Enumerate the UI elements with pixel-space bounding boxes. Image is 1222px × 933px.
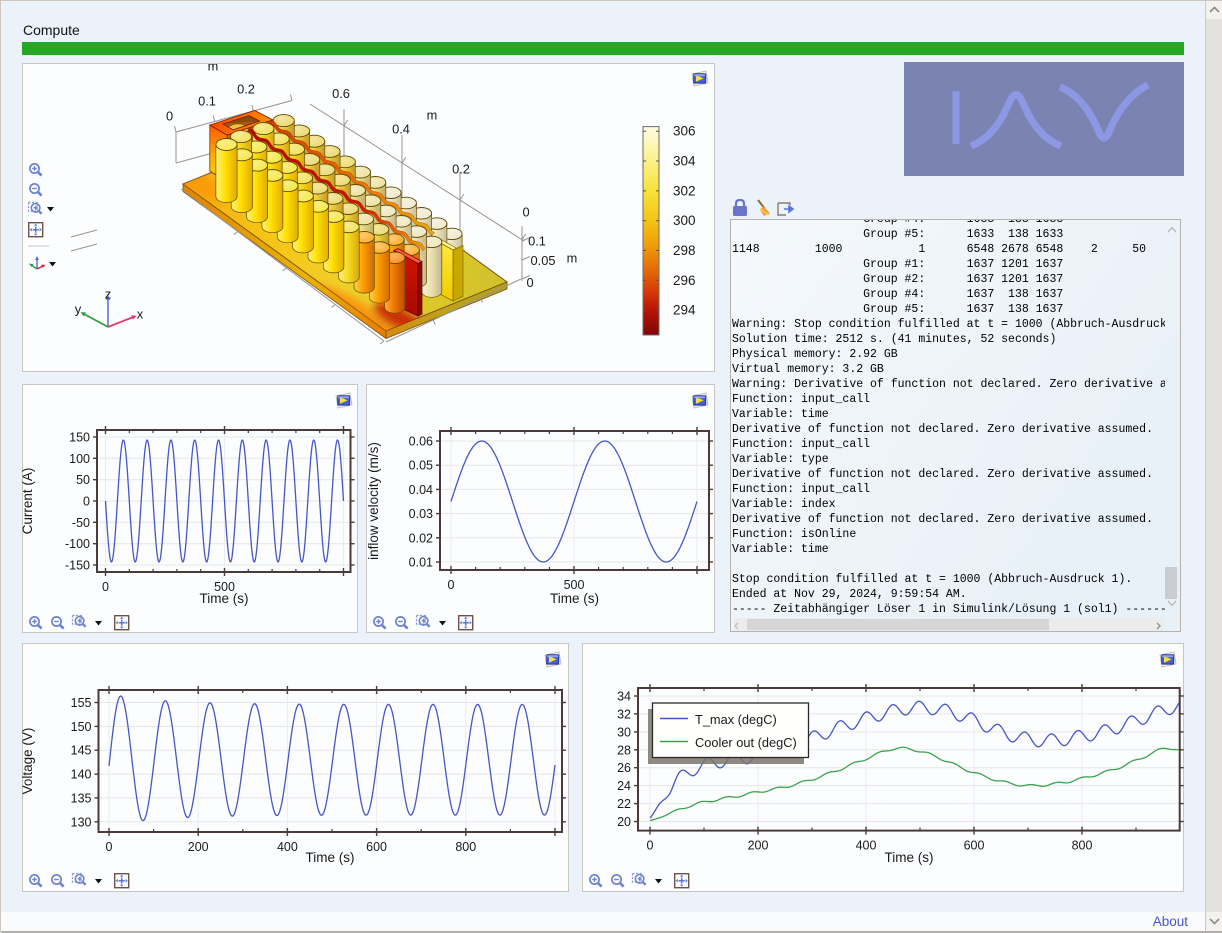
svg-text:0.06: 0.06 — [409, 435, 433, 449]
svg-text:m: m — [208, 64, 219, 74]
svg-text:x: x — [137, 307, 144, 322]
svg-text:0: 0 — [166, 109, 173, 124]
svg-text:Current (A): Current (A) — [22, 468, 35, 535]
svg-text:100: 100 — [69, 452, 90, 466]
svg-text:300: 300 — [673, 213, 696, 228]
svg-text:50: 50 — [76, 473, 90, 487]
svg-text:z: z — [105, 287, 112, 302]
svg-text:140: 140 — [71, 768, 92, 782]
svg-text:155: 155 — [71, 696, 92, 710]
svg-text:500: 500 — [214, 580, 235, 594]
svg-text:298: 298 — [673, 243, 696, 258]
svg-text:22: 22 — [617, 797, 631, 811]
svg-text:130: 130 — [71, 815, 92, 829]
svg-text:0.05: 0.05 — [531, 253, 556, 268]
svg-text:0: 0 — [106, 840, 113, 854]
svg-text:0.1: 0.1 — [198, 94, 216, 109]
svg-text:m: m — [567, 251, 578, 266]
svg-text:-150: -150 — [65, 559, 90, 573]
svg-text:150: 150 — [69, 431, 90, 445]
svg-text:0.03: 0.03 — [409, 507, 433, 521]
svg-text:0: 0 — [83, 495, 90, 509]
svg-text:145: 145 — [71, 744, 92, 758]
svg-text:306: 306 — [673, 124, 696, 139]
svg-text:Time (s): Time (s) — [200, 591, 249, 606]
svg-text:0.6: 0.6 — [332, 86, 350, 101]
svg-text:0.2: 0.2 — [237, 82, 255, 97]
svg-text:y: y — [75, 302, 82, 317]
svg-text:400: 400 — [856, 839, 877, 853]
svg-text:294: 294 — [673, 303, 696, 318]
svg-text:296: 296 — [673, 273, 696, 288]
svg-text:-50: -50 — [72, 516, 90, 530]
svg-text:28: 28 — [617, 743, 631, 757]
svg-text:0.2: 0.2 — [452, 162, 470, 177]
svg-text:20: 20 — [617, 815, 631, 829]
svg-text:-100: -100 — [65, 537, 90, 551]
svg-text:800: 800 — [1072, 839, 1093, 853]
svg-text:302: 302 — [673, 183, 696, 198]
svg-text:0.4: 0.4 — [392, 122, 410, 137]
svg-text:Time (s): Time (s) — [885, 850, 934, 865]
svg-text:0.04: 0.04 — [409, 483, 433, 497]
svg-text:Voltage (V): Voltage (V) — [22, 728, 35, 795]
svg-text:26: 26 — [617, 761, 631, 775]
svg-text:0: 0 — [522, 205, 529, 220]
svg-text:150: 150 — [71, 720, 92, 734]
svg-text:T_max (degC): T_max (degC) — [695, 712, 777, 727]
svg-text:200: 200 — [748, 839, 769, 853]
svg-text:200: 200 — [188, 840, 209, 854]
svg-text:304: 304 — [673, 154, 696, 169]
svg-text:0.01: 0.01 — [409, 556, 433, 570]
svg-text:500: 500 — [564, 578, 585, 592]
svg-text:135: 135 — [71, 791, 92, 805]
svg-text:0.05: 0.05 — [409, 459, 433, 473]
svg-text:600: 600 — [964, 839, 985, 853]
svg-text:Cooler out (degC): Cooler out (degC) — [695, 735, 797, 750]
svg-text:0: 0 — [647, 839, 654, 853]
svg-text:600: 600 — [366, 840, 387, 854]
svg-text:Time (s): Time (s) — [306, 850, 355, 865]
svg-text:34: 34 — [617, 690, 631, 704]
svg-text:Time (s): Time (s) — [550, 591, 599, 606]
svg-text:inflow velocity (m/s): inflow velocity (m/s) — [366, 442, 381, 560]
svg-text:0: 0 — [102, 580, 109, 594]
svg-text:m: m — [427, 108, 438, 123]
svg-text:0: 0 — [526, 275, 533, 290]
svg-text:32: 32 — [617, 707, 631, 721]
svg-text:30: 30 — [617, 725, 631, 739]
svg-text:0: 0 — [448, 578, 455, 592]
svg-text:400: 400 — [277, 840, 298, 854]
svg-text:24: 24 — [617, 779, 631, 793]
svg-text:800: 800 — [455, 840, 476, 854]
svg-text:0.02: 0.02 — [409, 531, 433, 545]
svg-text:0.1: 0.1 — [528, 234, 546, 249]
